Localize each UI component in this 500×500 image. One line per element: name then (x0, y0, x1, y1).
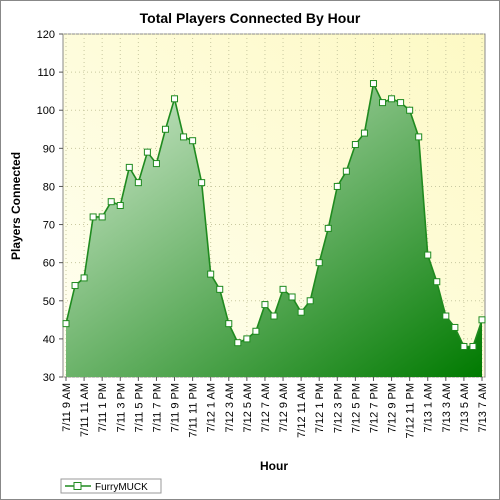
data-point (234, 339, 242, 347)
x-tick-label: 7/11 11 AM (79, 383, 91, 437)
x-axis: 7/11 9 AM 7/11 11 AM 7/11 1 PM 7/11 3 PM 7/1… (61, 377, 489, 438)
data-point (125, 163, 133, 171)
data-point (460, 343, 468, 351)
data-point (333, 182, 341, 190)
x-tick-label: 7/13 1 AM (423, 383, 435, 433)
x-tick-label: 7/11 7 PM (151, 383, 163, 432)
y-axis: 30 40 50 60 70 80 90 100 110 120 (37, 29, 63, 384)
x-tick-label: 7/12 3 PM (332, 383, 344, 433)
data-markers (62, 80, 486, 351)
data-point (451, 323, 459, 331)
x-tick-label: 7/12 9 PM (387, 383, 399, 433)
data-point (225, 320, 233, 328)
data-point (261, 301, 269, 309)
x-tick-label: 7/11 11 PM (188, 383, 200, 438)
x-tick-label: 7/11 3 PM (115, 383, 127, 432)
y-tick-label: 110 (37, 67, 55, 79)
data-point (388, 95, 396, 103)
y-tick-label: 80 (43, 181, 55, 193)
x-tick-label: 7/11 9 AM (61, 383, 73, 432)
data-point (406, 106, 414, 114)
data-point (161, 125, 169, 133)
y-tick-label: 120 (37, 29, 55, 41)
x-tick-label: 7/13 7 AM (477, 383, 489, 433)
x-tick-label: 7/12 7 PM (368, 383, 380, 433)
y-axis-title: Players Connected (9, 152, 23, 260)
data-point (89, 213, 97, 221)
data-point (80, 274, 88, 282)
data-point (152, 160, 160, 168)
data-point (198, 179, 206, 187)
y-tick-label: 70 (43, 220, 55, 232)
x-tick-label: 7/11 5 PM (133, 383, 145, 432)
data-point (62, 320, 70, 328)
data-point (442, 312, 450, 320)
data-point (315, 259, 323, 267)
data-point (143, 148, 151, 156)
data-point (107, 198, 115, 206)
y-tick-label: 30 (43, 372, 55, 384)
legend-box (60, 478, 162, 494)
data-point (342, 167, 350, 175)
data-point (279, 285, 287, 293)
data-point (478, 316, 486, 324)
x-tick-label: 7/12 9 AM (278, 383, 290, 433)
x-tick-label: 7/11 1 PM (97, 383, 109, 432)
data-point (351, 141, 359, 149)
chart-title: Total Players Connected By Hour (140, 10, 361, 26)
x-tick-label: 7/12 11 AM (296, 383, 308, 438)
legend-label: FurryMUCK (95, 482, 148, 493)
legend: FurryMUCK (60, 478, 162, 494)
data-point (433, 278, 441, 286)
data-point (469, 343, 477, 351)
data-point (216, 285, 224, 293)
data-point (180, 133, 188, 141)
data-point (369, 80, 377, 88)
data-point (243, 335, 251, 343)
data-point (134, 179, 142, 187)
data-point (270, 312, 278, 320)
y-tick-label: 40 (43, 334, 55, 346)
x-axis-title: Hour (260, 459, 288, 473)
x-tick-label: 7/12 5 PM (350, 383, 362, 433)
data-point (171, 95, 179, 103)
x-tick-label: 7/13 5 AM (459, 383, 471, 433)
x-tick-label: 7/12 1 PM (314, 383, 326, 433)
data-point (288, 293, 296, 301)
y-tick-label: 100 (37, 105, 55, 117)
data-point (189, 137, 197, 145)
data-point (360, 129, 368, 137)
x-tick-label: 7/11 9 PM (170, 383, 182, 432)
x-tick-label: 7/12 7 AM (260, 383, 272, 433)
x-tick-label: 7/12 11 PM (405, 383, 417, 438)
data-point (397, 99, 405, 107)
y-tick-label: 90 (43, 143, 55, 155)
data-point (415, 133, 423, 141)
x-tick-label: 7/12 5 AM (242, 383, 254, 433)
data-point (306, 297, 314, 305)
data-point (297, 308, 305, 316)
x-tick-label: 7/12 3 AM (224, 383, 236, 433)
data-point (324, 224, 332, 232)
x-tick-label: 7/12 1 AM (206, 383, 218, 433)
data-point (424, 251, 432, 259)
y-tick-label: 50 (43, 296, 55, 308)
data-point (379, 99, 387, 107)
area-fill-furrymuck (66, 83, 482, 377)
data-point (252, 327, 260, 335)
data-point (207, 270, 215, 278)
data-point (71, 282, 79, 290)
x-tick-label: 7/13 3 AM (441, 383, 453, 433)
legend-swatch-marker (73, 482, 82, 490)
y-tick-label: 60 (43, 258, 55, 270)
data-point (116, 202, 124, 209)
data-point (98, 213, 106, 221)
